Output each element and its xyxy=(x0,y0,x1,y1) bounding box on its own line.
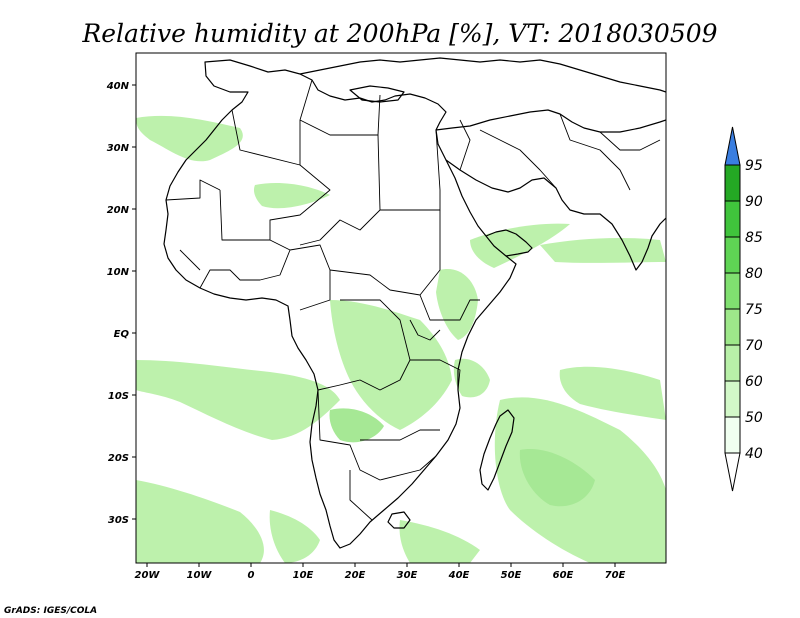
lon-tick-label: 10W xyxy=(187,570,213,581)
lat-tick-label: 30S xyxy=(108,515,129,526)
lat-tick-label: 30N xyxy=(107,143,130,154)
humidity-shading xyxy=(136,115,666,563)
colorbar-label: 75 xyxy=(745,302,763,318)
colorbar-label: 60 xyxy=(745,374,763,390)
lon-tick-label: 60E xyxy=(553,570,574,581)
lat-tick-label: 10S xyxy=(108,391,129,402)
colorbar-label: 80 xyxy=(745,266,763,282)
colorbar-box xyxy=(724,200,741,238)
colorbar-label: 70 xyxy=(745,338,763,354)
colorbar-box xyxy=(724,236,741,274)
lat-tick-label: 20N xyxy=(107,205,130,216)
colorbar-box xyxy=(724,272,741,310)
lon-tick-label: 20E xyxy=(345,570,366,581)
map-panel xyxy=(135,52,667,564)
lon-tick-label: 70E xyxy=(605,570,626,581)
country-borders xyxy=(165,79,661,521)
colorbar-label: 85 xyxy=(745,230,763,246)
colorbar-lower-extend xyxy=(724,452,741,492)
lon-ticks: 20W 10W 0 10E 20E 30E 40E 50E 60E 70E xyxy=(135,563,626,581)
lat-tick-label: EQ xyxy=(114,329,130,340)
colorbar-upper-extend xyxy=(724,126,741,166)
credit-text: GrADS: IGES/COLA xyxy=(4,606,97,616)
colorbar-label: 90 xyxy=(745,194,763,210)
colorbar-label: 50 xyxy=(745,410,763,426)
lat-ticks: 40N 30N 20N 10N EQ 10S 20S 30S xyxy=(106,81,136,526)
colorbar-label: 95 xyxy=(745,158,763,174)
lon-tick-label: 20W xyxy=(135,570,161,581)
page-title: Relative humidity at 200hPa [%], VT: 201… xyxy=(81,19,717,48)
lon-tick-label: 40E xyxy=(448,570,470,581)
lon-tick-label: 10E xyxy=(293,570,314,581)
lat-tick-label: 10N xyxy=(107,267,130,278)
colorbar-box xyxy=(724,416,741,454)
lon-tick-label: 50E xyxy=(501,570,522,581)
lon-tick-label: 0 xyxy=(248,570,255,581)
colorbar-box xyxy=(724,308,741,346)
lon-tick-label: 30E xyxy=(397,570,418,581)
lat-tick-label: 20S xyxy=(108,453,129,464)
colorbar: 40 50 60 70 75 80 85 90 95 xyxy=(724,126,763,492)
colorbar-label: 40 xyxy=(745,446,763,462)
lat-tick-label: 40N xyxy=(106,81,130,92)
colorbar-box xyxy=(724,380,741,418)
colorbar-box xyxy=(724,344,741,382)
colorbar-box xyxy=(724,164,741,202)
